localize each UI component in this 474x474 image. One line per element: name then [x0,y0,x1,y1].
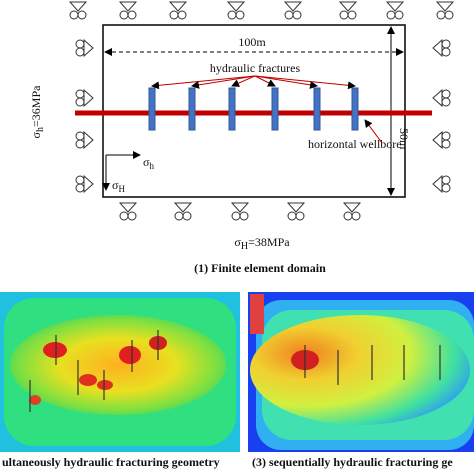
stress-h-label: σh=36MPa [29,85,46,139]
support [283,1,303,20]
support [118,202,138,221]
fractures [148,75,359,131]
subscript: h [149,161,154,171]
support [230,202,250,221]
fracture [148,87,156,131]
value: =38MPa [248,235,290,249]
stress-H-label: σH=38MPa [234,235,290,252]
fracture-pointer [191,75,256,89]
fractures-label: hydraulic fractures [210,61,301,75]
caption: (1) Finite element domain [194,261,326,275]
fracture [313,87,321,131]
support [226,1,246,20]
subscript: h [35,127,46,132]
support [75,88,94,108]
support [68,1,88,20]
support [432,174,451,194]
support [385,1,405,20]
support [75,130,94,150]
value: =36MPa [29,85,43,127]
support [173,202,193,221]
symbol: σ [29,131,43,138]
contour-panel [248,292,474,452]
wellbore-label: horizontal wellbore [308,137,402,151]
wellbore-pointer [364,119,383,144]
axis-h-label: σh [143,155,154,171]
support [435,1,455,20]
support [432,130,451,150]
fracture-pointer [151,75,256,90]
support [75,38,94,58]
support [168,1,188,20]
caption: (3) sequentially hydraulic fracturing ge [252,455,453,469]
support [432,38,451,58]
fracture [271,87,279,131]
contour-panel [0,292,240,452]
boundary-supports [68,1,455,221]
width-label: 100m [238,35,266,49]
support [118,1,138,20]
subscript: H [241,241,248,252]
symbol: σ [112,178,119,192]
fracture [188,87,196,131]
fracture-pointer [254,75,356,90]
fracture [228,87,236,131]
support [338,1,358,20]
axis-H-label: σH [112,178,125,194]
caption: ultaneously hydraulic fracturing geometr… [2,455,220,469]
fracture-pointer [254,75,276,87]
subscript: H [118,184,125,194]
support [75,174,94,194]
fracture [351,87,359,131]
symbol: σ [143,155,150,169]
support [432,88,451,108]
support [286,202,306,221]
support [342,202,362,221]
fracture-pointer [231,75,256,87]
symbol: σ [234,235,241,249]
fracture-pointer [254,75,318,89]
height-label: 50m [397,128,411,150]
